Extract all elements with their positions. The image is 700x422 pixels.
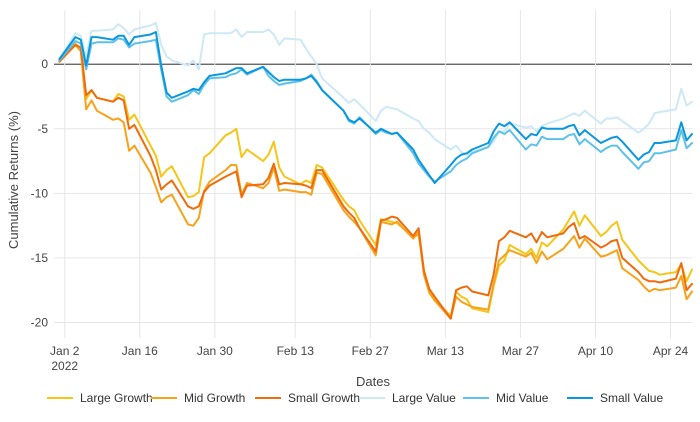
x-tick-label: Mar 13 [427, 344, 465, 358]
legend-label: Small Value [600, 391, 663, 405]
y-tick-label: -5 [37, 122, 48, 136]
legend-item-mid-growth[interactable]: Mid Growth [151, 391, 245, 405]
x-tick-label: Jan 30 [197, 344, 233, 358]
y-tick-label: -20 [31, 316, 49, 330]
x-tick-label: Jan 16 [122, 344, 158, 358]
series-line-small-growth [58, 43, 693, 320]
x-tick-sublabel: 2022 [51, 359, 78, 373]
legend-item-mid-value[interactable]: Mid Value [463, 391, 549, 405]
y-tick-label: 0 [41, 57, 48, 71]
series-lines [58, 21, 693, 320]
y-tick-label: -10 [31, 186, 49, 200]
y-tick-label: -15 [31, 251, 49, 265]
legend-item-large-growth[interactable]: Large Growth [47, 391, 153, 405]
legend[interactable]: Large Growth Mid Growth Small Growth Large … [47, 391, 663, 405]
y-axis-ticks: 0 -5 -10 -15 -20 [31, 57, 49, 329]
legend-item-small-growth[interactable]: Small Growth [255, 391, 360, 405]
x-tick-label: Feb 27 [352, 344, 390, 358]
series-line-small-value [58, 31, 693, 184]
legend-item-large-value[interactable]: Large Value [359, 391, 456, 405]
series-line-mid-growth [58, 43, 693, 320]
series-line-large-value [58, 21, 693, 156]
x-tick-label: Mar 27 [502, 344, 540, 358]
legend-label: Mid Growth [184, 391, 245, 405]
legend-item-small-value[interactable]: Small Value [567, 391, 663, 405]
legend-label: Mid Value [496, 391, 549, 405]
x-tick-label: Jan 2 [50, 344, 80, 358]
x-axis-title: Dates [356, 374, 390, 389]
x-tick-label: Feb 13 [277, 344, 315, 358]
x-tick-label: Apr 24 [653, 344, 689, 358]
y-axis-title: Cumulative Returns (%) [6, 111, 21, 249]
x-tick-label: Apr 10 [578, 344, 614, 358]
legend-label: Small Growth [288, 391, 360, 405]
legend-label: Large Value [392, 391, 456, 405]
legend-label: Large Growth [80, 391, 153, 405]
